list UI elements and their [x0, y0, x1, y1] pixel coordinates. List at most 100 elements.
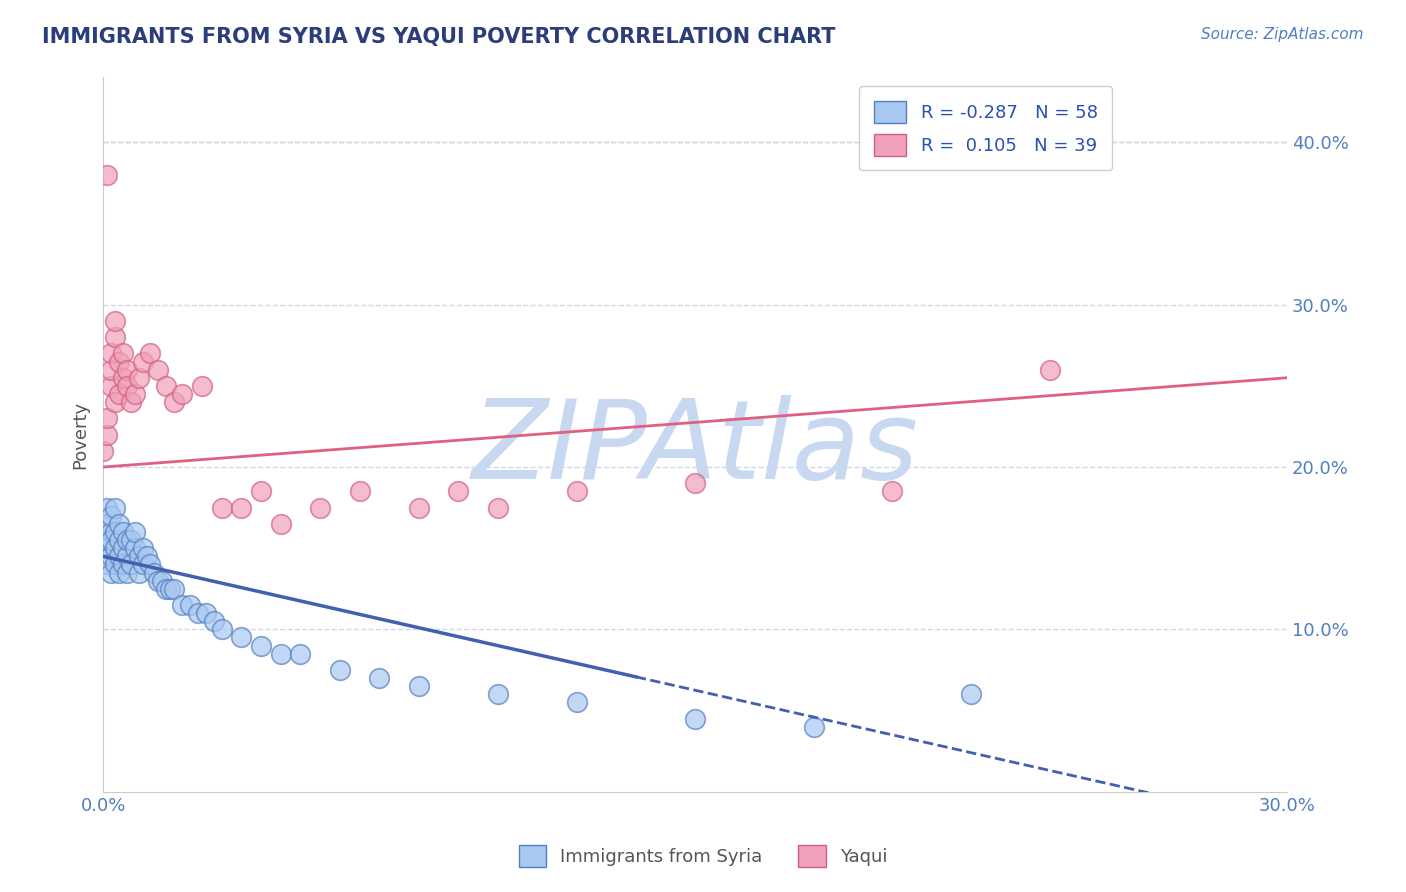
Point: [131, 541, 153, 556]
Point: [211, 500, 233, 515]
Point: [115, 566, 138, 580]
Point: [683, 476, 706, 491]
Point: [96, 427, 118, 442]
Point: [159, 582, 181, 596]
Point: [115, 379, 138, 393]
Y-axis label: Poverty: Poverty: [72, 401, 89, 468]
Point: [408, 679, 430, 693]
Point: [170, 598, 193, 612]
Text: Source: ZipAtlas.com: Source: ZipAtlas.com: [1201, 27, 1364, 42]
Point: [368, 671, 391, 685]
Point: [104, 541, 127, 556]
Point: [163, 395, 186, 409]
Point: [108, 566, 131, 580]
Point: [91, 541, 114, 556]
Point: [191, 379, 214, 393]
Point: [104, 314, 127, 328]
Point: [100, 524, 122, 539]
Point: [163, 582, 186, 596]
Point: [211, 623, 233, 637]
Point: [486, 500, 509, 515]
Point: [150, 574, 173, 588]
Point: [128, 566, 150, 580]
Point: [486, 687, 509, 701]
Point: [108, 549, 131, 564]
Point: [148, 574, 170, 588]
Point: [104, 558, 127, 572]
Point: [111, 558, 134, 572]
Point: [408, 500, 430, 515]
Point: [290, 647, 312, 661]
Point: [104, 330, 127, 344]
Point: [139, 558, 162, 572]
Point: [124, 524, 146, 539]
Legend: Immigrants from Syria, Yaqui: Immigrants from Syria, Yaqui: [512, 838, 894, 874]
Point: [111, 346, 134, 360]
Point: [155, 582, 177, 596]
Point: [170, 387, 193, 401]
Point: [139, 346, 162, 360]
Point: [115, 362, 138, 376]
Point: [131, 558, 153, 572]
Point: [100, 346, 122, 360]
Point: [155, 379, 177, 393]
Point: [135, 549, 157, 564]
Point: [194, 606, 217, 620]
Point: [349, 484, 371, 499]
Text: ZIPAtlas: ZIPAtlas: [471, 395, 918, 502]
Point: [108, 516, 131, 531]
Point: [270, 647, 292, 661]
Point: [148, 362, 170, 376]
Point: [96, 500, 118, 515]
Point: [270, 516, 292, 531]
Point: [124, 541, 146, 556]
Point: [96, 411, 118, 425]
Point: [124, 387, 146, 401]
Point: [683, 712, 706, 726]
Point: [100, 379, 122, 393]
Point: [100, 362, 122, 376]
Point: [202, 614, 225, 628]
Point: [120, 395, 142, 409]
Point: [104, 500, 127, 515]
Point: [108, 533, 131, 547]
Point: [250, 639, 273, 653]
Point: [128, 370, 150, 384]
Point: [447, 484, 470, 499]
Point: [100, 508, 122, 523]
Point: [100, 533, 122, 547]
Point: [91, 443, 114, 458]
Point: [108, 387, 131, 401]
Point: [882, 484, 904, 499]
Point: [329, 663, 352, 677]
Point: [803, 720, 825, 734]
Point: [96, 516, 118, 531]
Point: [111, 541, 134, 556]
Point: [128, 549, 150, 564]
Point: [96, 533, 118, 547]
Point: [1039, 362, 1062, 376]
Text: IMMIGRANTS FROM SYRIA VS YAQUI POVERTY CORRELATION CHART: IMMIGRANTS FROM SYRIA VS YAQUI POVERTY C…: [42, 27, 835, 46]
Point: [96, 558, 118, 572]
Point: [96, 168, 118, 182]
Point: [187, 606, 209, 620]
Legend: R = -0.287   N = 58, R =  0.105   N = 39: R = -0.287 N = 58, R = 0.105 N = 39: [859, 87, 1112, 170]
Point: [231, 500, 253, 515]
Point: [100, 566, 122, 580]
Point: [960, 687, 983, 701]
Point: [131, 354, 153, 368]
Point: [250, 484, 273, 499]
Point: [111, 370, 134, 384]
Point: [115, 533, 138, 547]
Point: [179, 598, 201, 612]
Point: [565, 695, 588, 709]
Point: [108, 354, 131, 368]
Point: [120, 558, 142, 572]
Point: [309, 500, 332, 515]
Point: [115, 549, 138, 564]
Point: [104, 395, 127, 409]
Point: [565, 484, 588, 499]
Point: [100, 549, 122, 564]
Point: [104, 524, 127, 539]
Point: [143, 566, 166, 580]
